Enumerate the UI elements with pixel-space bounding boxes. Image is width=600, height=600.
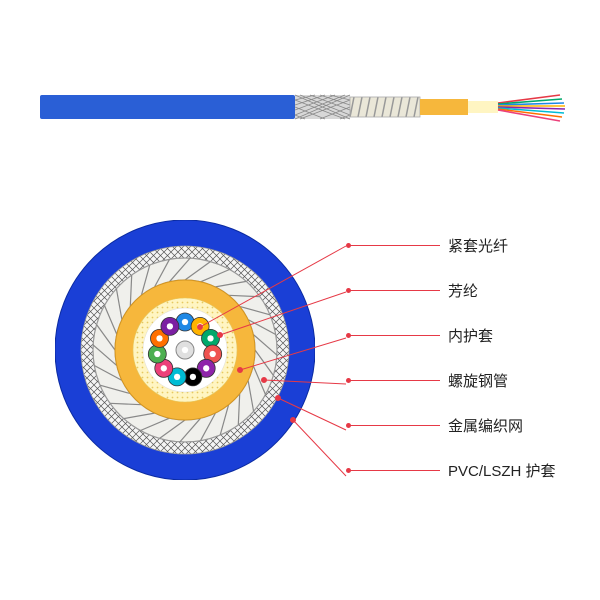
label-text-braid: 金属编织网: [448, 415, 523, 436]
cable-cross-section: [55, 220, 315, 480]
cross-section-svg: [55, 220, 315, 480]
leader-line: [350, 245, 440, 246]
leader-line: [350, 335, 440, 336]
leader-line: [350, 470, 440, 471]
cable-side-view: [40, 85, 570, 125]
label-text-aramid: 芳纶: [448, 280, 478, 301]
label-text-outer: PVC/LSZH 护套: [448, 460, 556, 481]
side-view-svg: [40, 85, 570, 145]
label-fiber: 紧套光纤: [350, 235, 556, 256]
label-spiral-steel: 螺旋钢管: [350, 370, 556, 391]
label-text-inner: 内护套: [448, 325, 493, 346]
label-outer-jacket: PVC/LSZH 护套: [350, 460, 556, 481]
label-column: 紧套光纤 芳纶 内护套 螺旋钢管 金属编织网 PVC/LSZH 护套: [350, 235, 556, 505]
label-text-spiral: 螺旋钢管: [448, 370, 508, 391]
leader-line: [350, 380, 440, 381]
label-text-fiber: 紧套光纤: [448, 235, 508, 256]
label-aramid: 芳纶: [350, 280, 556, 301]
leader-line: [350, 290, 440, 291]
label-inner-jacket: 内护套: [350, 325, 556, 346]
label-metal-braid: 金属编织网: [350, 415, 556, 436]
leader-line: [350, 425, 440, 426]
